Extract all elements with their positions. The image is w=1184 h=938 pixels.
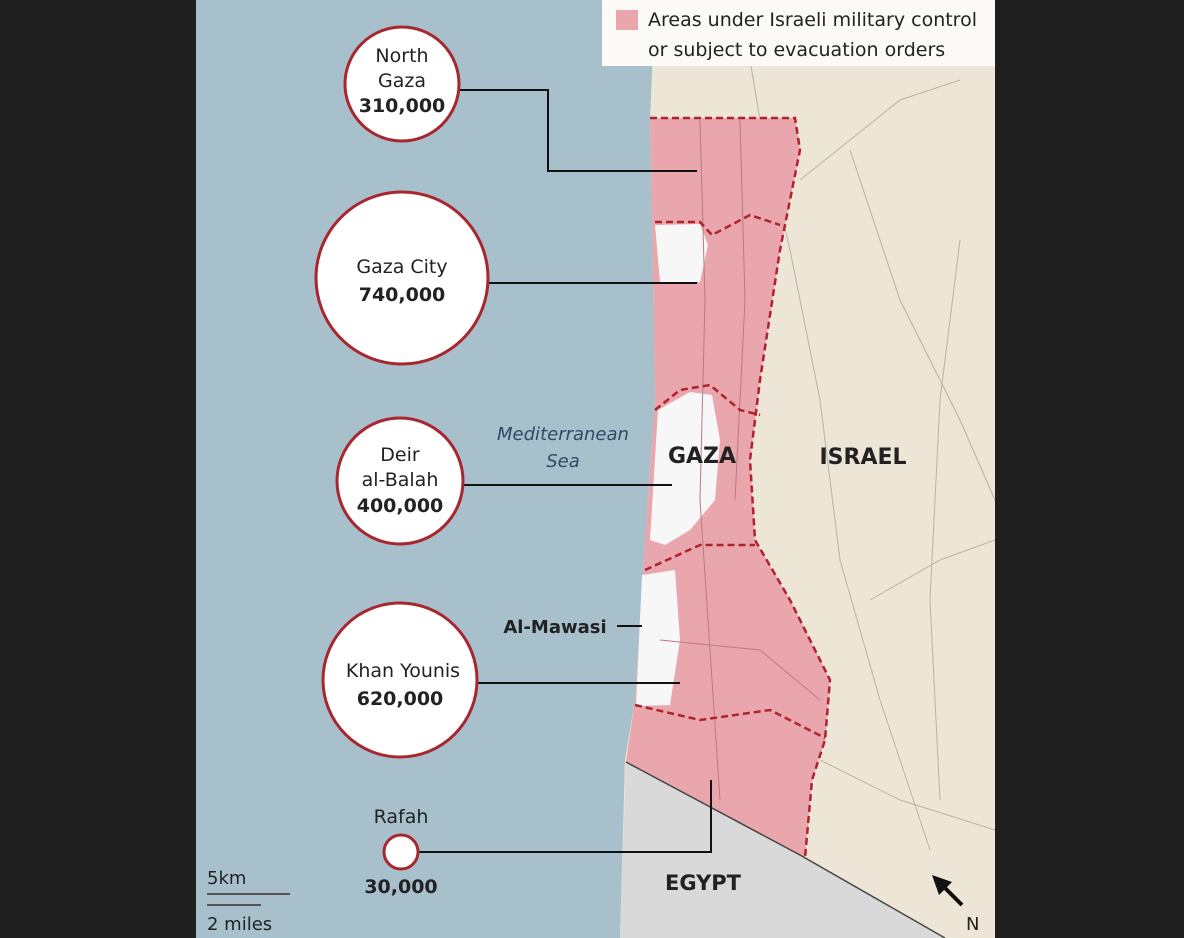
israel-label: ISRAEL (819, 445, 906, 470)
deir-name-1: Deir (380, 444, 420, 466)
legend-label-1: Areas under Israeli military control (648, 9, 977, 31)
gaza-city-pop: 740,000 (359, 284, 446, 306)
circle-rafah (382, 833, 420, 871)
gaza-city-name: Gaza City (356, 256, 447, 278)
internal-roads (659, 119, 821, 801)
circle-north-gaza (343, 25, 461, 143)
israel-egypt-border (625, 761, 946, 938)
scale-km: 5km (207, 868, 246, 889)
khan-younis-name: Khan Younis (346, 660, 460, 682)
north-gaza-name-1: North (375, 45, 428, 67)
circle-deir-al-balah (335, 416, 465, 546)
egypt-land (620, 762, 945, 938)
north-arrow-icon: N (932, 875, 979, 935)
scale-miles: 2 miles (207, 914, 272, 935)
sea-label-2: Sea (546, 451, 580, 472)
control-zone (626, 118, 830, 858)
deir-name-2: al-Balah (362, 469, 439, 491)
scale-bar: 5km 2 miles (207, 868, 290, 935)
circle-gaza-city (314, 190, 490, 366)
circle-khan-younis (321, 601, 479, 759)
deir-pop: 400,000 (357, 495, 444, 517)
governorate-boundaries (634, 116, 832, 859)
rafah-name: Rafah (374, 806, 429, 828)
rafah-pop: 30,000 (364, 876, 437, 898)
legend-swatch (616, 10, 638, 30)
map: North Gaza 310,000 Gaza City 740,000 Dei… (196, 0, 995, 938)
egypt-label: EGYPT (665, 871, 742, 895)
legend: Areas under Israeli military control or … (602, 0, 995, 66)
north-gaza-name-2: Gaza (378, 70, 426, 92)
leader-lines (418, 89, 712, 853)
north-gaza-pop: 310,000 (359, 95, 446, 117)
legend-label-2: or subject to evacuation orders (648, 39, 946, 61)
al-mawasi-label: Al-Mawasi (503, 617, 606, 638)
sea-label-1: Mediterranean (497, 424, 629, 445)
north-label: N (966, 914, 979, 935)
khan-younis-pop: 620,000 (357, 688, 444, 710)
gaza-label: GAZA (668, 444, 736, 469)
region-circles (314, 25, 490, 871)
urban-areas (636, 224, 720, 706)
